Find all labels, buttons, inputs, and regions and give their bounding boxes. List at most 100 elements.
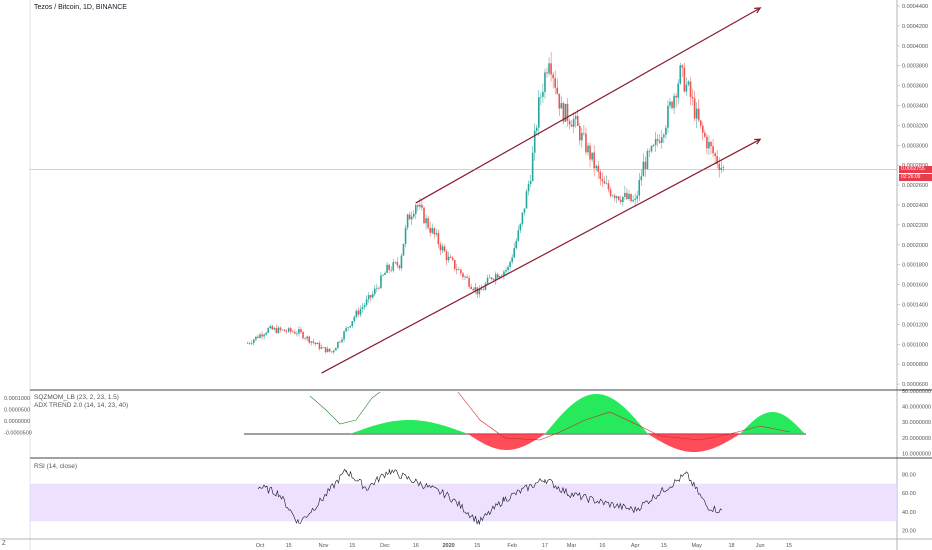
candle-body <box>382 274 384 276</box>
symbol-title[interactable]: Tezos / Bitcoin, 1D, BINANCE <box>34 4 127 11</box>
candle-body <box>661 137 663 143</box>
candle-body <box>595 165 597 169</box>
candle-body <box>527 183 530 192</box>
candle-body <box>423 207 425 224</box>
candle-body <box>654 139 657 145</box>
candle-body <box>328 348 331 352</box>
candle-body <box>460 269 462 274</box>
candle-body <box>693 98 696 119</box>
candle-body <box>714 153 716 157</box>
candle-body <box>351 321 354 327</box>
candle-body <box>650 145 653 152</box>
candle-body <box>499 276 501 278</box>
candle-body <box>628 193 630 199</box>
rsi-label[interactable]: RSI (14, close) <box>34 463 77 470</box>
adx-axis-label: 20.0000000 <box>902 436 931 442</box>
candle-body <box>308 336 310 343</box>
candle-body <box>697 108 700 121</box>
candle-body <box>636 195 638 199</box>
sqz-axis-label: 0.0000000 <box>4 419 30 425</box>
candle-body <box>384 272 386 275</box>
candle-body <box>271 326 274 330</box>
candle-body <box>519 223 522 231</box>
adx-axis-label: 30.0000000 <box>902 420 931 426</box>
candle-body <box>503 271 505 276</box>
candle-body <box>486 277 489 284</box>
candle-body <box>472 288 474 291</box>
candle-body <box>605 183 608 184</box>
candle-body <box>632 199 634 202</box>
adx-axis-label: 40.0000000 <box>902 405 931 411</box>
candle-body <box>406 214 409 228</box>
candle-body <box>306 336 308 339</box>
candle-body <box>458 269 460 271</box>
candle-body <box>695 108 698 119</box>
candle-body <box>554 78 556 88</box>
sqz-axis-label: -0.0000500 <box>4 431 32 437</box>
candle-body <box>679 65 682 84</box>
candle-body <box>613 195 616 199</box>
zoom-reset-button[interactable]: Z <box>2 541 6 547</box>
candle-body <box>279 327 282 330</box>
candle-body <box>716 156 718 164</box>
candle-body <box>548 63 550 74</box>
candle-body <box>656 139 659 141</box>
candle-body <box>386 264 388 273</box>
rsi-axis-label: 60.00 <box>902 491 916 497</box>
candle-body <box>540 96 542 98</box>
time-axis: Oct 15 Nov 15 Dec 16 2020 15 Feb 17 Mar 16 Apr 15 May 1… <box>256 543 792 549</box>
candle-body <box>507 266 509 271</box>
price-tick-label: 0.0000600 <box>902 382 928 388</box>
price-tick-label: 0.0001400 <box>902 303 928 309</box>
candle-body <box>300 329 302 333</box>
time-tick-label: 15 <box>661 543 667 549</box>
candle-body <box>544 72 546 92</box>
candle-body <box>394 262 397 263</box>
candle-body <box>702 125 704 133</box>
candle-body <box>513 248 515 258</box>
candle-body <box>296 333 298 335</box>
candle-body <box>478 289 481 295</box>
adx-axis-label: 10.0000000 <box>902 451 931 457</box>
candle-body <box>320 347 323 349</box>
time-tick-label: 15 <box>474 543 480 549</box>
candle-body <box>599 171 602 180</box>
candle-body <box>425 218 427 224</box>
candle-body <box>699 120 702 126</box>
candle-body <box>390 269 392 271</box>
candle-body <box>687 81 690 85</box>
candle-body <box>484 283 487 290</box>
price-tick-label: 0.0001200 <box>902 322 928 328</box>
adx-label[interactable]: ADX TREND 2.0 (14, 14, 23, 40) <box>34 402 129 409</box>
candle-body <box>691 96 694 99</box>
candle-body <box>558 93 561 109</box>
candle-body <box>470 286 472 289</box>
candle-body <box>259 334 261 338</box>
candle-body <box>617 196 620 200</box>
candle-body <box>402 243 405 256</box>
candle-body <box>318 342 321 349</box>
candle-body <box>396 262 399 266</box>
candle-body <box>415 205 417 214</box>
price-tick-label: 0.0001000 <box>902 342 928 348</box>
candle-body <box>310 341 313 343</box>
candle-body <box>585 133 587 153</box>
candle-body <box>683 67 686 92</box>
rsi-axis-label: 20.00 <box>902 529 916 535</box>
candle-body <box>347 327 349 329</box>
rsi-band <box>30 483 897 522</box>
candle-body <box>622 196 624 203</box>
candle-body <box>443 246 446 252</box>
sqzmom-label[interactable]: SQZMOM_LB (23, 2, 23, 1.5) <box>34 394 119 401</box>
candle-body <box>400 255 403 269</box>
candle-body <box>710 141 712 147</box>
candle-body <box>607 183 610 190</box>
candle-body <box>494 274 497 281</box>
candle-body <box>652 144 655 146</box>
candle-body <box>298 329 300 334</box>
candle-body <box>248 343 251 344</box>
candle-body <box>435 233 438 235</box>
candle-body <box>535 127 538 131</box>
candle-body <box>624 192 626 197</box>
